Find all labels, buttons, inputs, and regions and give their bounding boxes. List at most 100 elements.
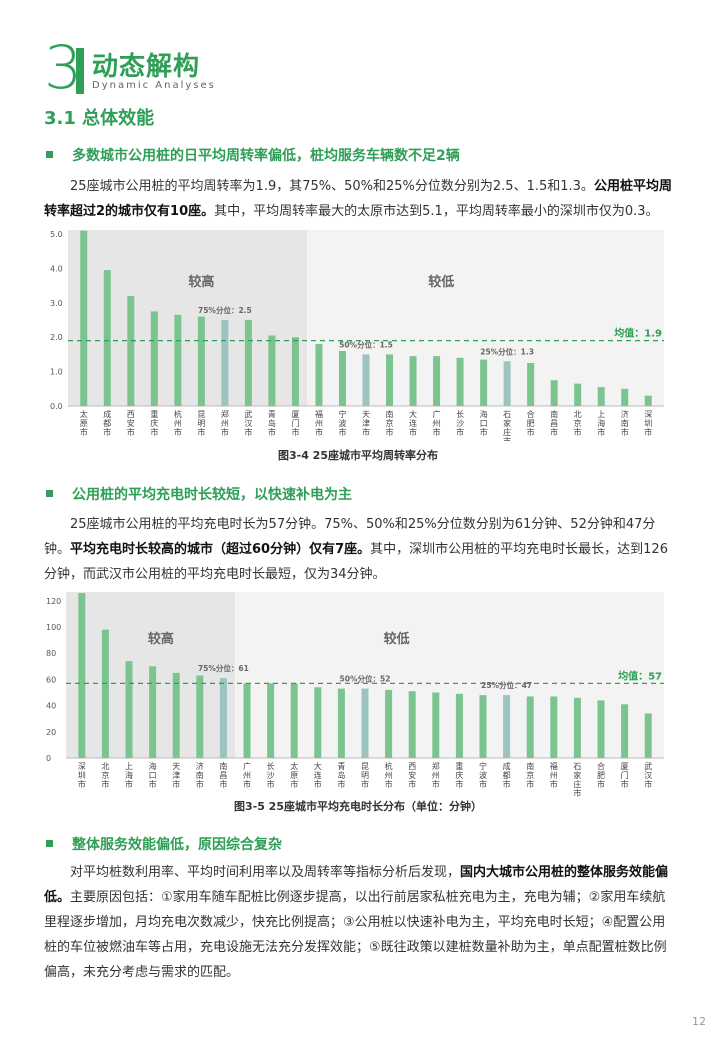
category-label-char: 成 — [503, 761, 511, 771]
bullet-square-icon — [46, 151, 53, 158]
y-tick-label: 5.0 — [50, 230, 63, 239]
bar — [149, 666, 157, 758]
category-label-char: 州 — [315, 419, 323, 428]
bar — [550, 380, 558, 406]
category-label-char: 宁 — [479, 761, 487, 771]
category-label-char: 市 — [101, 779, 109, 789]
bar — [550, 696, 558, 758]
category-label-char: 长 — [267, 761, 275, 771]
category-label-char: 福 — [315, 410, 323, 419]
category-label-char: 市 — [385, 779, 393, 789]
category-label-char: 岛 — [337, 770, 345, 780]
quantile-label: 25%分位：1.3 — [480, 346, 534, 356]
category-label-char: 市 — [362, 427, 370, 437]
section3-paragraph: 对平均桩数利用率、平均时间利用率以及周转率等指标分析后发现，国内大城市公用桩的整… — [44, 860, 674, 985]
bar — [268, 335, 276, 406]
category-label-char: 杭 — [385, 761, 393, 771]
category-label-char: 京 — [574, 418, 582, 428]
section3-heading: 整体服务效能偏低，原因综合复杂 — [72, 837, 282, 853]
category-label-char: 沙 — [456, 419, 464, 428]
category-label-char: 州 — [433, 419, 441, 428]
category-label-char: 市 — [597, 779, 605, 789]
category-label-char: 口 — [480, 419, 488, 428]
region-low-bg — [235, 592, 664, 758]
category-label-char: 海 — [125, 770, 133, 780]
category-label-char: 都 — [503, 771, 511, 780]
page-number: 12 — [692, 1015, 706, 1028]
category-label-char: 市 — [503, 779, 511, 789]
y-tick-label: 0.0 — [50, 402, 63, 411]
category-label-char: 市 — [337, 779, 345, 789]
bar — [150, 311, 158, 406]
category-label-char: 昌 — [219, 771, 227, 780]
category-label-char: 市 — [621, 779, 629, 789]
category-label-char: 市 — [573, 788, 581, 798]
bar — [503, 695, 511, 758]
category-label-char: 庄 — [573, 779, 581, 789]
category-label-char: 北 — [574, 410, 582, 419]
y-tick-label: 120 — [46, 597, 61, 606]
category-label-char: 市 — [621, 427, 629, 437]
chart-charging-duration: 020406080100120深圳市北京市上海市海口市天津市济南市南昌市广州市长… — [46, 592, 664, 798]
category-label-char: 市 — [550, 779, 558, 789]
chapter-title: 动态解构 — [92, 52, 201, 82]
category-label-char: 南 — [386, 409, 394, 419]
category-label-char: 州 — [385, 771, 393, 780]
category-label-char: 市 — [386, 427, 394, 437]
category-label-char: 青 — [337, 761, 345, 771]
category-label-char: 市 — [433, 427, 441, 437]
category-label-char: 沙 — [267, 771, 275, 780]
bar — [385, 689, 393, 758]
category-label-char: 门 — [621, 770, 629, 780]
category-label-char: 大 — [409, 409, 417, 419]
bar — [80, 230, 88, 406]
category-label-char: 市 — [526, 779, 534, 789]
category-label-char: 市 — [80, 427, 88, 437]
quantile-label: 75%分位：2.5 — [198, 305, 252, 315]
category-label-char: 天 — [172, 762, 180, 771]
category-label-char: 市 — [196, 779, 204, 789]
bar — [267, 683, 275, 758]
chart-turnover-rate: 0.01.02.03.04.05.0太原市成都市西安市重庆市杭州市昆明市郑州市武… — [50, 230, 664, 441]
category-label-char: 市 — [550, 427, 558, 437]
bar — [103, 270, 111, 406]
bar — [621, 388, 629, 406]
category-label-char: 庆 — [455, 770, 463, 780]
section2-text-a: 25座城市公用桩的平均充电时长为57分钟。75%、50%和25%分位数分别为61… — [44, 517, 656, 557]
bar — [644, 713, 652, 758]
bar — [597, 387, 605, 406]
category-label-char: 南 — [550, 409, 558, 419]
category-label-char: 海 — [597, 418, 605, 428]
y-tick-label: 1.0 — [50, 368, 63, 377]
bar — [172, 672, 180, 758]
category-label-char: 州 — [174, 419, 182, 428]
category-label-char: 广 — [243, 761, 251, 771]
category-label-char: 南 — [621, 418, 629, 428]
section2-paragraph: 25座城市公用桩的平均充电时长为57分钟。75%、50%和25%分位数分别为61… — [44, 512, 674, 587]
category-label-char: 石 — [573, 762, 581, 771]
category-label-char: 合 — [597, 761, 605, 771]
category-label-char: 厦 — [621, 762, 629, 771]
chapter-subtitle: Dynamic Analyses — [92, 80, 216, 91]
category-label-char: 深 — [644, 410, 652, 419]
section1-text-a: 25座城市公用桩的平均周转率为1.9，其75%、50%和25%分位数分别为2.5… — [70, 179, 594, 194]
bar — [219, 678, 227, 758]
category-label-char: 市 — [267, 779, 275, 789]
category-label-char: 广 — [433, 409, 441, 419]
bar — [527, 363, 535, 406]
category-label-char: 重 — [150, 409, 158, 419]
bar — [408, 691, 416, 758]
bar — [455, 693, 463, 758]
category-label-char: 市 — [219, 779, 227, 789]
category-label-char: 市 — [78, 779, 86, 789]
category-label-char: 肥 — [527, 419, 535, 428]
category-label-char: 石 — [503, 410, 511, 419]
bar — [621, 704, 629, 758]
category-label-char: 市 — [432, 779, 440, 789]
category-label-char: 州 — [243, 771, 251, 780]
bar — [78, 593, 86, 758]
bullet-square-icon — [46, 490, 53, 497]
category-label-char: 市 — [503, 436, 511, 441]
mean-label: 均值：1.9 — [614, 327, 662, 340]
region-high-label: 较高 — [188, 274, 214, 290]
